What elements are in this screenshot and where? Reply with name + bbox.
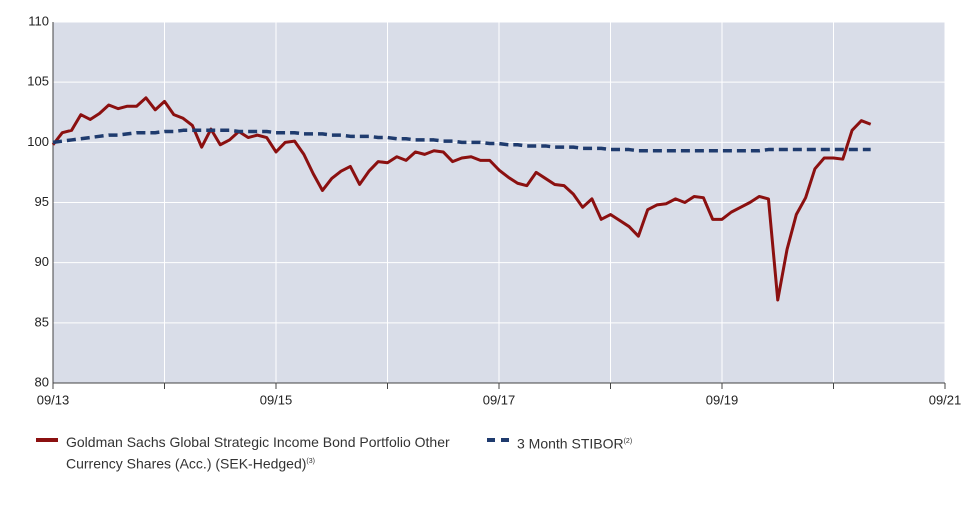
series-line: [51, 96, 872, 302]
x-tick-label: 09/17: [483, 392, 516, 407]
legend-label: Goldman Sachs Global Strategic Income Bo…: [66, 434, 450, 472]
footnote: (2): [623, 438, 633, 445]
chart: 80 85 90 95 100 105 110 09/13 09/15 09/17 09/19 09/…: [27, 13, 962, 407]
legend-swatch: [487, 438, 509, 442]
y-tick-label: 80: [35, 374, 49, 389]
x-tick-label: 09/15: [260, 392, 293, 407]
y-tick-label: 105: [27, 74, 49, 89]
y-tick-label: 95: [35, 194, 49, 209]
x-tick-label: 09/13: [37, 392, 70, 407]
y-tick-label: 90: [35, 254, 49, 269]
series-line: [52, 128, 871, 153]
legend-entry: Goldman Sachs Global Strategic Income Bo…: [36, 432, 486, 474]
y-tick-label: 110: [28, 13, 49, 28]
footnote: (3): [306, 458, 315, 465]
legend-label: 3 Month STIBOR: [517, 435, 624, 452]
legend-swatch: [36, 438, 58, 442]
y-tick-label: 100: [27, 134, 49, 149]
x-tick-label: 09/19: [706, 392, 739, 407]
y-tick-label: 85: [35, 314, 49, 329]
x-tick-label: 09/21: [929, 392, 962, 407]
legend-entry: 3 Month STIBOR(2): [487, 432, 817, 454]
